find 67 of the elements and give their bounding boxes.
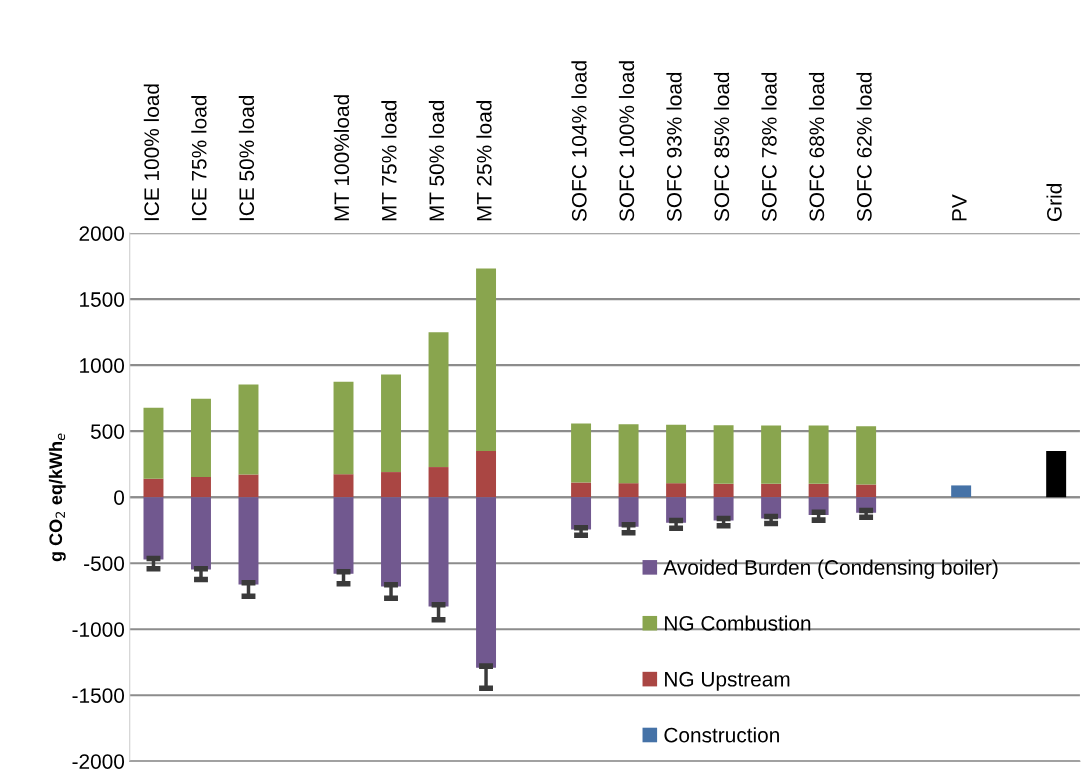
x-tick-label: SOFC 93% load bbox=[666, 72, 682, 222]
x-tick-label: SOFC 100% load bbox=[618, 61, 635, 222]
bar bbox=[333, 381, 354, 475]
y-tick-label: -2000 bbox=[72, 754, 125, 769]
bar bbox=[618, 424, 639, 484]
x-tick-label: ICE 100% load bbox=[143, 84, 160, 221]
x-tick-label: MT 100%load bbox=[333, 95, 350, 221]
y-tick-label: 500 bbox=[90, 424, 125, 439]
bar bbox=[808, 425, 829, 484]
bar bbox=[428, 332, 449, 468]
bar bbox=[808, 483, 829, 498]
x-tick-label: ICE 75% load bbox=[191, 95, 207, 221]
y-tick-label: 1000 bbox=[80, 358, 125, 373]
bar bbox=[666, 483, 687, 498]
bar bbox=[143, 497, 164, 560]
x-tick-label: SOFC 68% load bbox=[808, 72, 825, 222]
bar bbox=[428, 467, 449, 498]
bar bbox=[191, 497, 211, 570]
bar bbox=[428, 497, 449, 607]
bar bbox=[618, 483, 639, 498]
legend-label: Avoided Burden (Condensing boiler) bbox=[663, 559, 998, 579]
x-tick-label: SOFC 78% load bbox=[761, 72, 777, 222]
y-tick-label: 2000 bbox=[79, 226, 125, 241]
x-tick-label: SOFC 85% load bbox=[713, 72, 730, 222]
legend-label: NG Upstream bbox=[665, 671, 790, 691]
bar bbox=[238, 474, 259, 498]
y-tick-label: -1000 bbox=[72, 622, 125, 637]
bar bbox=[333, 497, 354, 574]
bar bbox=[476, 451, 497, 498]
bar bbox=[713, 425, 734, 484]
bar bbox=[143, 478, 164, 498]
bar bbox=[713, 483, 734, 498]
y-axis-title: g CO$_{2}$ eq/kWh$_{e}$ bbox=[48, 433, 66, 562]
bar bbox=[856, 426, 877, 485]
y-tick-label: -1500 bbox=[72, 688, 125, 703]
y-tick-label: -500 bbox=[84, 556, 125, 571]
x-tick-label: MT 25% load bbox=[476, 101, 492, 221]
x-tick-label: SOFC 104% load bbox=[571, 61, 587, 222]
bar bbox=[381, 374, 401, 473]
bar bbox=[571, 423, 592, 483]
bar bbox=[476, 497, 497, 668]
x-tick-label: MT 50% load bbox=[428, 101, 445, 221]
bar bbox=[191, 398, 211, 478]
y-tick-label: 0 bbox=[114, 490, 125, 505]
x-tick-label: PV bbox=[952, 194, 967, 221]
x-tick-label: ICE 50% load bbox=[238, 95, 255, 221]
bar bbox=[571, 482, 592, 498]
x-tick-label: MT 75% load bbox=[381, 101, 397, 221]
bar bbox=[666, 424, 687, 484]
bar bbox=[333, 474, 354, 498]
y-tick-label: 1500 bbox=[80, 292, 125, 307]
bar bbox=[381, 497, 401, 587]
bar bbox=[381, 472, 401, 498]
bar bbox=[238, 384, 259, 475]
bar bbox=[761, 425, 782, 484]
bar bbox=[951, 485, 972, 498]
bar bbox=[1046, 451, 1067, 498]
bar bbox=[761, 483, 782, 498]
x-tick-label: SOFC 62% load bbox=[856, 72, 872, 222]
legend-label: NG Combustion bbox=[665, 615, 811, 631]
legend-label: Construction bbox=[664, 727, 779, 743]
bar bbox=[476, 268, 497, 452]
x-tick-label: Grid bbox=[1046, 184, 1062, 221]
bar bbox=[143, 407, 164, 479]
bar bbox=[856, 484, 877, 498]
bar bbox=[238, 497, 259, 585]
bar bbox=[191, 477, 211, 498]
